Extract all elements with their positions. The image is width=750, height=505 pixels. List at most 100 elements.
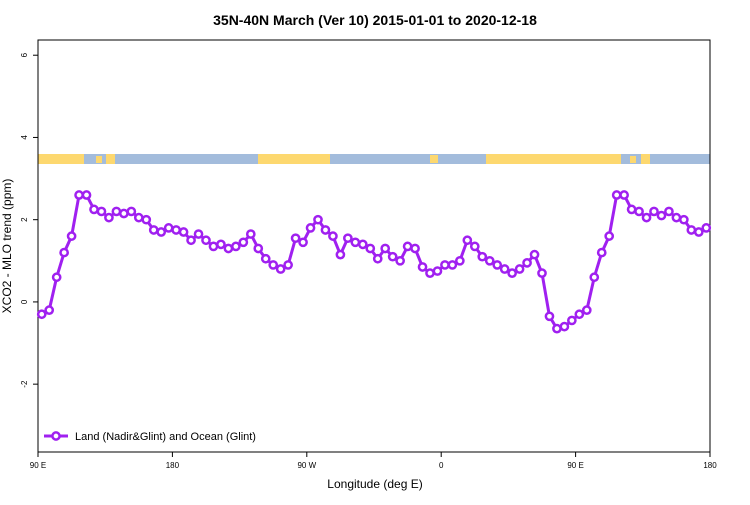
data-point bbox=[290, 233, 301, 244]
data-point bbox=[686, 225, 697, 235]
data-point bbox=[649, 206, 659, 217]
data-point bbox=[693, 227, 704, 237]
data-point bbox=[350, 237, 361, 248]
data-point bbox=[320, 225, 331, 235]
data-point bbox=[537, 268, 547, 278]
data-point bbox=[298, 237, 308, 248]
land-band bbox=[96, 156, 102, 163]
y-tick-label: 4 bbox=[20, 135, 29, 140]
data-point bbox=[245, 229, 256, 239]
data-point bbox=[492, 260, 503, 270]
data-point bbox=[387, 251, 398, 262]
data-point bbox=[178, 227, 189, 237]
data-point bbox=[231, 241, 241, 252]
data-point bbox=[238, 237, 249, 248]
data-point bbox=[148, 225, 159, 235]
data-point bbox=[574, 309, 585, 320]
data-point bbox=[141, 214, 152, 225]
data-point bbox=[156, 227, 167, 237]
data-point bbox=[133, 212, 144, 223]
data-point bbox=[163, 223, 174, 233]
data-point bbox=[104, 212, 114, 223]
data-point bbox=[626, 204, 637, 215]
data-point bbox=[581, 305, 592, 315]
land-band bbox=[38, 154, 84, 164]
y-tick-label: 0 bbox=[20, 299, 29, 304]
y-tick-label: 6 bbox=[20, 52, 29, 57]
data-point bbox=[455, 255, 465, 266]
data-point bbox=[611, 190, 622, 200]
plot-frame bbox=[37, 39, 711, 453]
y-tick-label: 2 bbox=[20, 217, 29, 222]
legend-marker bbox=[51, 431, 61, 441]
data-point bbox=[469, 241, 480, 252]
data-point bbox=[36, 309, 47, 320]
data-point bbox=[126, 206, 137, 217]
data-point bbox=[552, 323, 562, 334]
data-point bbox=[283, 260, 293, 270]
data-point bbox=[507, 268, 517, 278]
data-point bbox=[89, 204, 99, 215]
data-point bbox=[589, 272, 600, 283]
data-point bbox=[305, 223, 316, 233]
data-point bbox=[193, 229, 204, 239]
data-point bbox=[171, 225, 181, 235]
data-point bbox=[395, 255, 405, 266]
data-point bbox=[357, 239, 368, 250]
y-tick-label: -2 bbox=[20, 380, 29, 388]
data-point bbox=[664, 206, 674, 217]
x-tick-label: 0 bbox=[439, 461, 444, 470]
data-point bbox=[559, 321, 570, 332]
data-point bbox=[679, 214, 689, 225]
x-axis-label: Longitude (deg E) bbox=[327, 477, 422, 491]
y-axis-label: XCO2 - MLO trend (ppm) bbox=[0, 179, 14, 314]
data-point bbox=[66, 231, 77, 241]
data-point bbox=[186, 235, 196, 246]
data-point bbox=[619, 190, 629, 200]
x-tick-label: 90 E bbox=[567, 461, 583, 470]
data-point bbox=[567, 315, 577, 326]
data-point bbox=[111, 206, 122, 217]
data-point bbox=[223, 243, 234, 254]
land-band bbox=[486, 154, 621, 164]
legend-label: Land (Nadir&Glint) and Ocean (Glint) bbox=[75, 431, 256, 443]
data-point bbox=[447, 260, 458, 270]
x-tick-label: 180 bbox=[703, 461, 717, 470]
data-point bbox=[544, 311, 555, 322]
data-point bbox=[701, 223, 712, 233]
data-point bbox=[268, 260, 279, 270]
data-point bbox=[328, 231, 338, 241]
data-point bbox=[529, 249, 540, 260]
data-point bbox=[380, 243, 391, 254]
data-point bbox=[119, 208, 129, 219]
data-point bbox=[477, 251, 488, 262]
x-tick-label: 180 bbox=[166, 461, 180, 470]
data-point bbox=[484, 255, 495, 266]
ocean-band bbox=[38, 154, 710, 164]
data-point bbox=[656, 210, 667, 221]
data-point bbox=[440, 260, 450, 270]
data-point bbox=[201, 235, 211, 246]
data-point bbox=[275, 264, 286, 274]
data-point bbox=[81, 190, 92, 200]
data-point bbox=[604, 231, 615, 241]
data-point bbox=[313, 214, 323, 225]
data-point bbox=[522, 258, 532, 268]
data-point bbox=[260, 253, 271, 264]
data-point bbox=[499, 264, 510, 274]
data-point bbox=[462, 235, 473, 246]
data-point bbox=[372, 253, 383, 264]
data-point bbox=[402, 241, 413, 252]
data-point bbox=[74, 190, 84, 200]
data-point bbox=[432, 266, 443, 276]
land-band bbox=[106, 154, 115, 164]
data-point bbox=[596, 247, 607, 258]
land-band bbox=[641, 154, 650, 164]
data-point bbox=[51, 272, 62, 283]
data-point bbox=[410, 243, 420, 254]
data-point bbox=[208, 241, 219, 252]
data-point bbox=[365, 243, 376, 254]
land-band bbox=[258, 154, 330, 164]
